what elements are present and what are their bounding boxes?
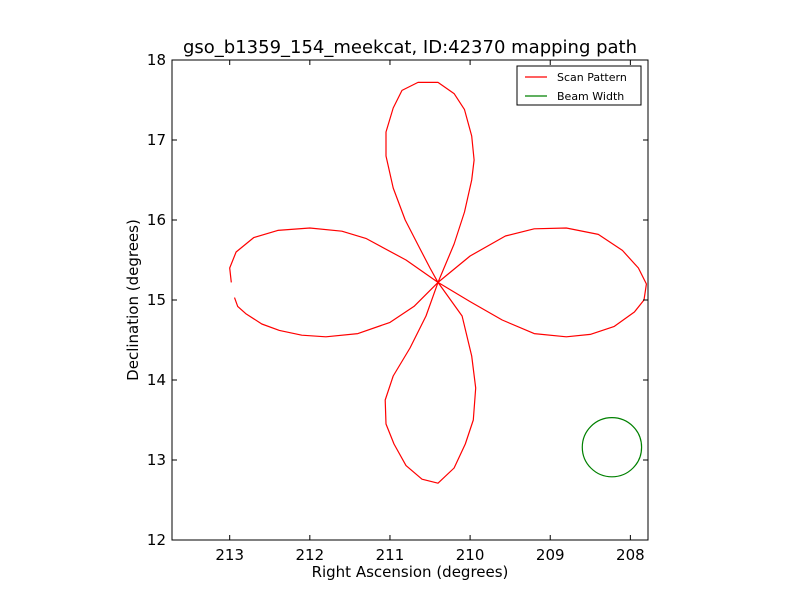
y-axis-ticks: 12 13 14 15 16 17 18	[147, 51, 648, 549]
legend-label: Scan Pattern	[557, 71, 627, 84]
x-tick-label: 209	[536, 546, 565, 564]
y-tick-label: 12	[147, 531, 166, 549]
x-tick-label: 210	[456, 546, 485, 564]
beam-width-circle	[581, 417, 643, 478]
legend-box	[516, 65, 642, 106]
x-axis-label: Right Ascension (degrees)	[312, 563, 509, 581]
chart-title: gso_b1359_154_meekcat, ID:42370 mapping …	[183, 37, 637, 58]
y-tick-label: 15	[147, 291, 166, 309]
y-tick-label: 18	[147, 51, 166, 69]
x-axis-ticks: 213 212 211 210 209 208	[215, 60, 645, 564]
y-tick-label: 17	[147, 131, 166, 149]
scan-pattern-line-segment	[233, 281, 439, 338]
scan-pattern-line	[229, 81, 648, 484]
plot-area	[171, 59, 649, 541]
legend: Scan Pattern Beam Width	[516, 65, 642, 106]
x-tick-label: 211	[376, 546, 405, 564]
x-tick-label: 208	[616, 546, 645, 564]
y-tick-label: 14	[147, 371, 166, 389]
legend-label: Beam Width	[557, 90, 624, 103]
y-tick-label: 13	[147, 451, 166, 469]
y-tick-label: 16	[147, 211, 166, 229]
y-axis-label: Declination (degrees)	[124, 219, 142, 381]
x-tick-label: 213	[215, 546, 244, 564]
axes-frame	[171, 59, 649, 541]
x-tick-label: 212	[296, 546, 325, 564]
